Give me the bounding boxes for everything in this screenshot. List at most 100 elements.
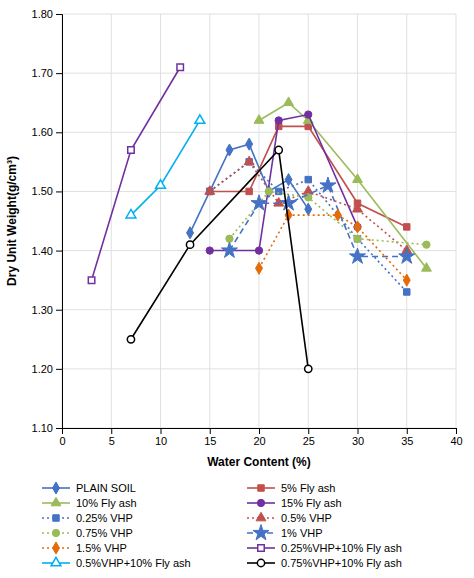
- point: [186, 241, 193, 248]
- legend-item: 1.5% VHP: [42, 542, 127, 554]
- tick-mark: [111, 428, 112, 434]
- point: [177, 64, 183, 70]
- point: [205, 186, 215, 195]
- point: [187, 227, 194, 239]
- point: [265, 188, 272, 195]
- legend-item: PLAIN SOIL: [42, 482, 136, 494]
- tick: 15: [204, 428, 216, 447]
- axis-domain: [56, 15, 63, 429]
- point: [275, 146, 282, 153]
- tick: 1.40: [32, 245, 62, 257]
- point: [156, 180, 166, 189]
- line: [229, 186, 406, 257]
- legend-marker: [53, 542, 60, 554]
- point: [334, 209, 341, 221]
- legend-item: 0.25%VHP+10% Fly ash: [247, 542, 402, 554]
- legend-marker: [253, 525, 269, 540]
- tick-label: 1.20: [32, 363, 53, 375]
- tick: 30: [352, 428, 364, 447]
- tick-label: 1.30: [32, 304, 53, 316]
- point: [353, 203, 363, 212]
- tick: 10: [155, 428, 167, 447]
- point: [246, 138, 253, 150]
- tick: 0: [59, 428, 65, 447]
- point: [354, 235, 361, 242]
- tick-mark: [56, 191, 62, 192]
- legend-label: 5% Fly ash: [281, 482, 335, 494]
- point: [281, 195, 297, 210]
- tick-label: 1.60: [32, 126, 53, 138]
- point: [305, 111, 312, 118]
- tick-mark: [210, 428, 211, 434]
- tick-label: 20: [253, 435, 265, 447]
- legend-item: 5% Fly ash: [247, 482, 335, 494]
- legend-marker: [258, 545, 264, 551]
- series: [221, 177, 414, 263]
- y-axis-title: Dry Unit Weight(g/cm³): [5, 156, 19, 286]
- tick-label: 1.70: [32, 67, 53, 79]
- tick: 25: [303, 428, 315, 447]
- point: [126, 209, 136, 218]
- legend-label: 0.5% VHP: [281, 512, 332, 524]
- series: [207, 159, 410, 296]
- tick: 20: [253, 428, 265, 447]
- legend-item: 1% VHP: [247, 525, 323, 540]
- point: [251, 195, 267, 210]
- grid-line: [160, 14, 161, 428]
- tick-label: 0: [59, 435, 65, 447]
- point: [221, 242, 237, 257]
- legend-label: 0.25%VHP+10% Fly ash: [281, 542, 402, 554]
- legend-marker: [53, 482, 60, 494]
- legend-item: 0.75%VHP+10% Fly ash: [247, 557, 402, 569]
- point: [305, 365, 312, 372]
- tick-label: 1.50: [32, 185, 53, 197]
- point: [128, 147, 134, 153]
- point: [255, 247, 262, 254]
- legend-label: 10% Fly ash: [76, 497, 137, 509]
- tick-label: 5: [109, 435, 115, 447]
- tick: 1.10: [32, 422, 62, 434]
- grid-line: [62, 368, 456, 369]
- point: [305, 176, 311, 182]
- axis-domain: [63, 429, 457, 435]
- tick-mark: [56, 73, 62, 74]
- tick-mark: [407, 428, 408, 434]
- legend-item: 0.75% VHP: [42, 527, 133, 539]
- grid-line: [406, 14, 407, 428]
- legend-item: 10% Fly ash: [42, 497, 137, 509]
- point: [354, 236, 360, 242]
- x-axis-title: Water Content (%): [207, 455, 311, 469]
- grid-line: [62, 191, 456, 192]
- legend-label: 0.75%VHP+10% Fly ash: [281, 557, 402, 569]
- tick: 35: [401, 428, 413, 447]
- grid-line: [209, 14, 210, 428]
- legend-item: 0.25% VHP: [42, 512, 133, 524]
- point: [354, 221, 361, 233]
- legend-label: PLAIN SOIL: [76, 482, 136, 494]
- line: [229, 191, 426, 244]
- point: [399, 248, 415, 263]
- point: [320, 177, 336, 192]
- tick-mark: [56, 310, 62, 311]
- series: [88, 64, 183, 283]
- legend: PLAIN SOIL5% Fly ash10% Fly ash15% Fly a…: [42, 482, 402, 569]
- series: [226, 188, 430, 249]
- legend-marker: [51, 497, 61, 506]
- tick-mark: [56, 132, 62, 133]
- legend-item: 0.5%VHP+10% Fly ash: [42, 557, 191, 569]
- marks: [88, 64, 431, 373]
- tick-mark: [56, 428, 62, 429]
- legend-label: 0.25% VHP: [76, 512, 133, 524]
- tick-label: 1.40: [32, 245, 53, 257]
- legend-marker: [258, 485, 264, 491]
- line: [131, 150, 308, 369]
- tick-mark: [259, 428, 260, 434]
- tick-label: 30: [352, 435, 364, 447]
- tick: 1.80: [32, 8, 62, 20]
- point: [127, 336, 134, 343]
- tick: 5: [109, 428, 115, 447]
- point: [206, 247, 213, 254]
- point: [349, 248, 365, 263]
- legend-marker: [257, 499, 264, 506]
- legend-label: 0.75% VHP: [76, 527, 133, 539]
